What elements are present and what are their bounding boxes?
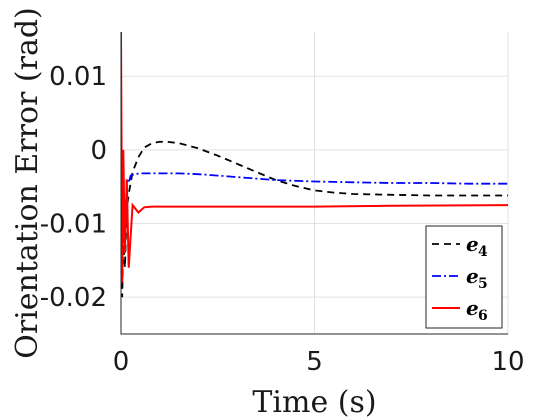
- series-lines: [121, 32, 508, 298]
- series-line-e6: [121, 32, 508, 283]
- x-tick-label: 0: [113, 347, 130, 377]
- x-axis-label: Time (s): [252, 385, 376, 420]
- series-line-e5: [121, 149, 508, 283]
- axis-lines: [120, 32, 508, 335]
- tick-labels: 0 5 10 -0.02 -0.01 0 0.01: [40, 62, 525, 377]
- y-tick-label: -0.01: [40, 210, 107, 240]
- x-tick-label: 5: [306, 347, 323, 377]
- legend: e 4e 5e 6: [425, 225, 503, 329]
- legend-label-subscript: 6: [478, 308, 488, 324]
- legend-box: [425, 225, 503, 329]
- legend-label: e: [466, 296, 479, 320]
- legend-label: e: [466, 264, 479, 288]
- axes: [120, 32, 508, 335]
- grid: [120, 32, 509, 334]
- legend-label-subscript: 5: [478, 276, 488, 292]
- y-tick-label: 0: [90, 136, 107, 166]
- y-tick-label: 0.01: [49, 62, 107, 92]
- y-tick-label: -0.02: [40, 283, 107, 313]
- legend-label: e: [466, 232, 479, 256]
- legend-label-subscript: 4: [478, 244, 488, 260]
- y-axis-label: Orientation Error (rad): [10, 7, 45, 358]
- x-tick-label: 10: [491, 347, 524, 377]
